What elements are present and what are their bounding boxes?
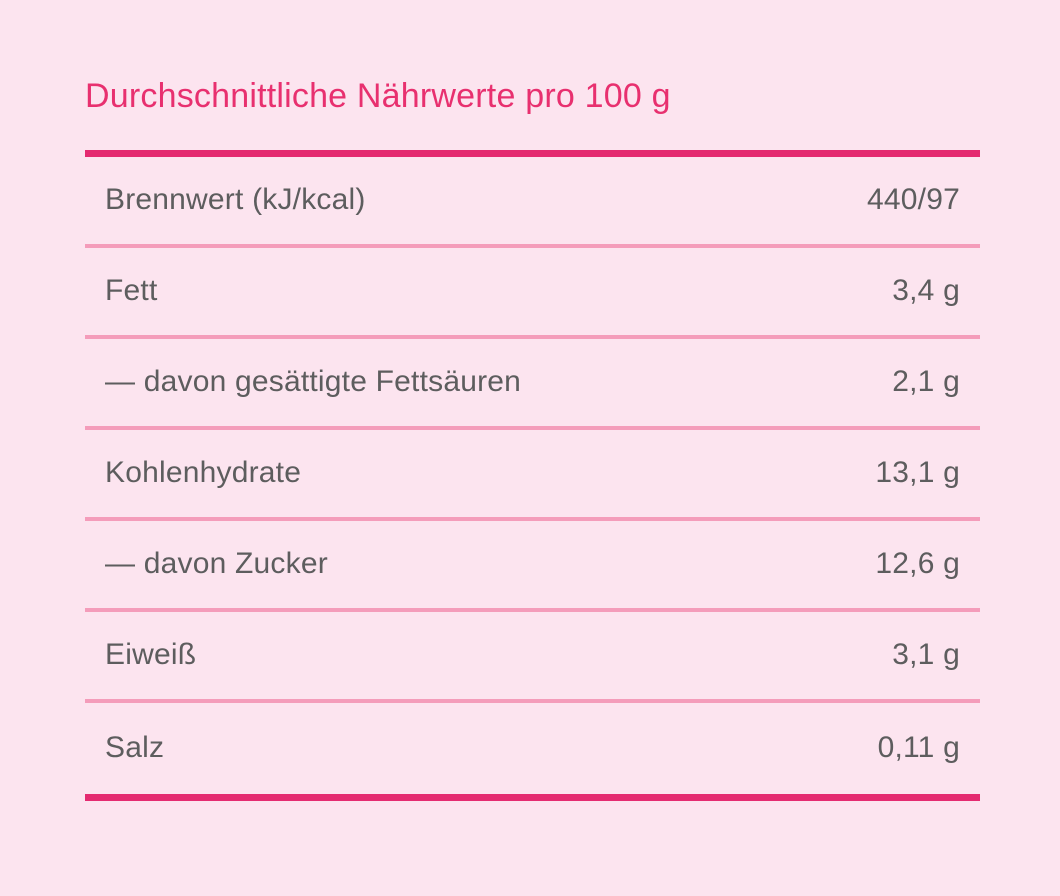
table-row-gesaettigte-fettsaeuren: — davon gesättigte Fettsäuren 2,1 g: [85, 339, 980, 430]
row-label: Kohlenhydrate: [105, 456, 302, 490]
nutrition-card: Durchschnittliche Nährwerte pro 100 g Br…: [85, 0, 980, 801]
row-value: 440/97: [867, 183, 960, 217]
row-label: Fett: [105, 274, 158, 308]
table-row-brennwert: Brennwert (kJ/kcal) 440/97: [85, 157, 980, 248]
table-row-eiweiss: Eiweiß 3,1 g: [85, 612, 980, 703]
row-label: Salz: [105, 731, 165, 765]
table-row-zucker: — davon Zucker 12,6 g: [85, 521, 980, 612]
nutrition-table: Brennwert (kJ/kcal) 440/97 Fett 3,4 g — …: [85, 149, 980, 801]
row-label: Eiweiß: [105, 638, 197, 672]
table-row-kohlenhydrate: Kohlenhydrate 13,1 g: [85, 430, 980, 521]
table-row-fett: Fett 3,4 g: [85, 248, 980, 339]
row-label: — davon Zucker: [105, 547, 328, 581]
row-value: 3,1 g: [892, 638, 960, 672]
row-label: Brennwert (kJ/kcal): [105, 183, 366, 217]
row-value: 12,6 g: [875, 547, 960, 581]
table-row-salz: Salz 0,11 g: [85, 703, 980, 794]
row-value: 3,4 g: [892, 274, 960, 308]
row-value: 0,11 g: [877, 731, 960, 765]
row-value: 2,1 g: [892, 365, 960, 399]
row-value: 13,1 g: [875, 456, 960, 490]
row-label: — davon gesättigte Fettsäuren: [105, 365, 522, 399]
nutrition-table-title: Durchschnittliche Nährwerte pro 100 g: [85, 77, 671, 115]
